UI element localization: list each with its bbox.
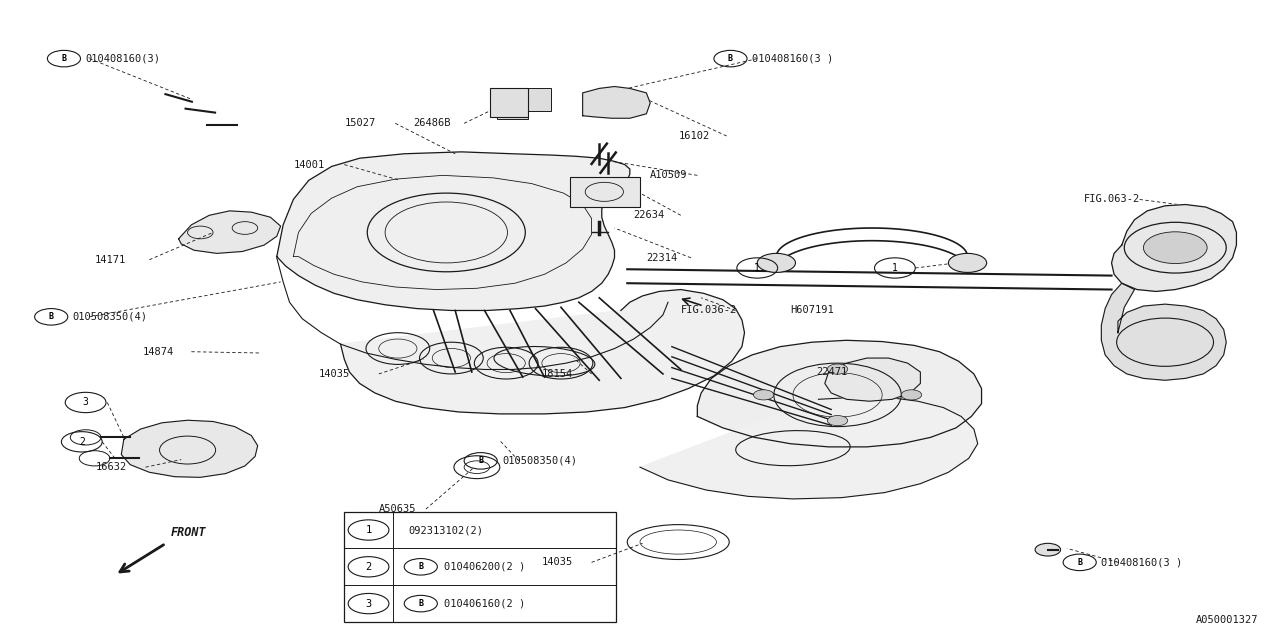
Bar: [490, 88, 527, 117]
Text: B: B: [49, 312, 54, 321]
Text: A050001327: A050001327: [1196, 614, 1258, 625]
Polygon shape: [1101, 284, 1226, 380]
Text: 14171: 14171: [95, 255, 125, 265]
Text: 14874: 14874: [143, 347, 174, 356]
Text: B: B: [419, 599, 424, 608]
Text: B: B: [479, 456, 483, 465]
Text: 3: 3: [83, 397, 88, 408]
Text: 22634: 22634: [634, 211, 664, 220]
Text: B: B: [61, 54, 67, 63]
Text: 22314: 22314: [646, 253, 677, 263]
Text: 15027: 15027: [344, 118, 375, 129]
Polygon shape: [340, 289, 745, 414]
Text: 14001: 14001: [293, 159, 325, 170]
Text: 16102: 16102: [678, 131, 709, 141]
Text: 010408160(3 ): 010408160(3 ): [1101, 557, 1183, 567]
Text: 18154: 18154: [541, 369, 573, 379]
Circle shape: [758, 253, 795, 273]
Text: 092313102(2): 092313102(2): [408, 525, 483, 535]
Circle shape: [827, 364, 847, 374]
Circle shape: [1036, 543, 1061, 556]
Bar: [520, 88, 550, 111]
Circle shape: [754, 390, 774, 400]
Text: 010408160(3): 010408160(3): [86, 54, 160, 63]
Circle shape: [901, 390, 922, 400]
Circle shape: [1143, 232, 1207, 264]
Text: FRONT: FRONT: [172, 526, 206, 539]
Circle shape: [948, 253, 987, 273]
Text: 1: 1: [754, 263, 760, 273]
Circle shape: [827, 415, 847, 426]
Polygon shape: [122, 420, 257, 477]
Polygon shape: [640, 397, 978, 499]
Text: 1: 1: [365, 525, 371, 535]
Polygon shape: [276, 152, 630, 310]
Text: B: B: [1078, 558, 1082, 567]
Text: 010508350(4): 010508350(4): [73, 312, 148, 322]
Text: 3: 3: [365, 598, 371, 609]
Polygon shape: [824, 358, 920, 401]
Text: 14035: 14035: [541, 557, 573, 567]
Text: 010406160(2 ): 010406160(2 ): [444, 598, 525, 609]
Polygon shape: [698, 340, 982, 447]
Text: 14035: 14035: [319, 369, 351, 379]
Text: B: B: [728, 54, 733, 63]
Text: 16632: 16632: [96, 462, 127, 472]
Text: 010508350(4): 010508350(4): [502, 456, 577, 466]
Text: 010408160(3 ): 010408160(3 ): [753, 54, 833, 63]
Bar: [344, 511, 616, 622]
Text: 010406200(2 ): 010406200(2 ): [444, 562, 525, 572]
Text: 2: 2: [365, 562, 371, 572]
Text: B: B: [419, 563, 424, 572]
Polygon shape: [582, 86, 650, 118]
Bar: [570, 177, 640, 207]
Text: A10509: A10509: [650, 170, 687, 180]
Text: 22471: 22471: [815, 367, 847, 377]
Text: 1: 1: [892, 263, 897, 273]
Text: 2: 2: [79, 437, 84, 447]
Text: A50635: A50635: [379, 504, 416, 514]
Text: H607191: H607191: [790, 305, 835, 316]
Text: FIG.036-2: FIG.036-2: [681, 305, 737, 316]
Bar: [497, 96, 527, 119]
Polygon shape: [1111, 205, 1236, 291]
Text: FIG.063-2: FIG.063-2: [1083, 195, 1139, 204]
Text: 26486B: 26486B: [413, 118, 451, 129]
Polygon shape: [179, 211, 280, 253]
